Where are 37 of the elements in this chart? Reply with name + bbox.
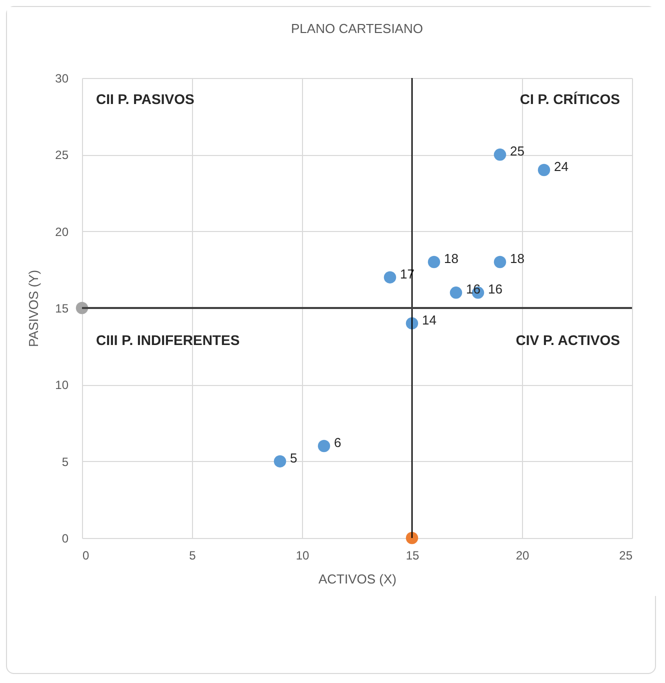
point [494, 256, 506, 268]
point [318, 440, 330, 452]
data-label: 18 [510, 251, 524, 266]
point [406, 532, 418, 544]
data-label: 25 [510, 144, 524, 159]
data-label: 18 [444, 251, 458, 266]
y-tick-label: 10 [55, 378, 69, 392]
data-label: 6 [334, 435, 342, 450]
point [428, 256, 440, 268]
x-tick-label: 10 [296, 548, 310, 562]
x-tick-label: 15 [406, 548, 420, 562]
y-tick-label: 5 [62, 454, 69, 469]
data-label: 14 [422, 312, 436, 328]
x-tick-label: 20 [516, 548, 530, 562]
y-tick-label: 20 [55, 224, 69, 239]
x-tick-label: 5 [189, 548, 196, 562]
y-tick-label: 25 [55, 148, 69, 162]
y-axis-title: PASIVOS (Y) [26, 270, 42, 348]
y-tick-label: 30 [55, 72, 69, 86]
point [494, 148, 506, 161]
annotation: CIII P. INDIFERENTES [96, 332, 240, 348]
x-tick-label: 25 [619, 548, 633, 562]
chart-title: PLANO CARTESIANO [291, 21, 423, 36]
annotation: CIV P. ACTIVOS [516, 332, 620, 348]
data-label: 16 [488, 282, 502, 297]
point [384, 271, 396, 284]
y-tick-label: 15 [55, 302, 69, 316]
data-label: 24 [554, 159, 568, 174]
annotation: CI P. CRÍTICOS [520, 91, 620, 107]
x-axis-title: ACTIVOS (X) [318, 572, 397, 586]
y-tick-label: 0 [62, 532, 69, 546]
data-label: 5 [290, 450, 298, 466]
point [274, 455, 286, 468]
point [538, 164, 550, 176]
point [450, 286, 462, 299]
annotation: CII P. PASIVOS [96, 91, 194, 107]
x-tick-label: 0 [82, 548, 90, 562]
